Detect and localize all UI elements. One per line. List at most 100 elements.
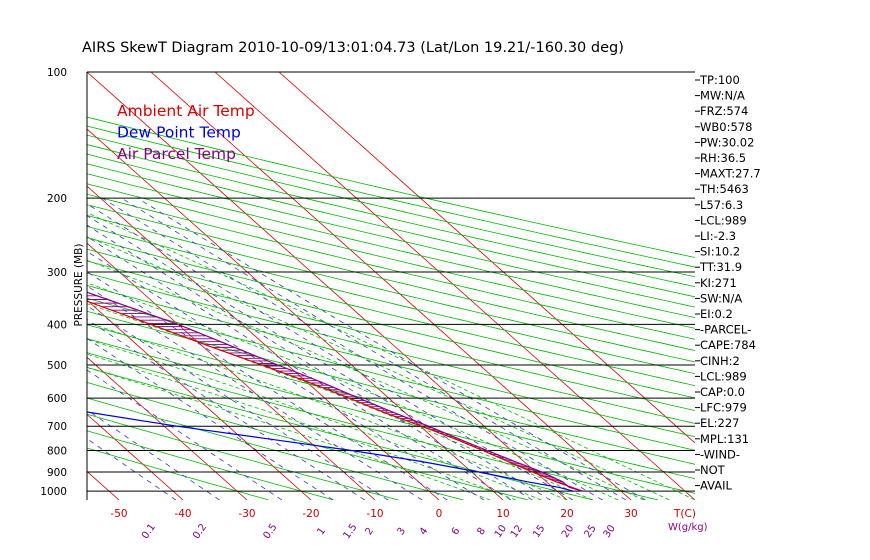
index-label: CAP:0.0	[700, 385, 745, 399]
index-label: LI:-2.3	[700, 229, 736, 243]
dry-adiabat-line	[87, 153, 695, 298]
pressure-tick-label: 300	[47, 267, 67, 279]
moist-adiabat-line	[87, 353, 516, 500]
mixing-ratio-tick-label: 12	[509, 523, 525, 540]
moist-adiabat-line	[87, 282, 619, 500]
pressure-tick-label: 400	[47, 319, 67, 331]
isotherm-line	[150, 72, 632, 500]
dry-adiabat-line	[87, 134, 695, 278]
dry-adiabat-line	[87, 204, 695, 351]
dry-adiabat-line	[87, 352, 659, 500]
dry-adiabat-line	[87, 297, 695, 451]
mixing-ratio-tick-label: 1	[315, 526, 328, 538]
mixing-ratio-tick-label: 25	[582, 523, 598, 540]
dry-adiabat-line	[87, 237, 695, 387]
index-label: TT:31.9	[699, 260, 742, 274]
mixing-ratio-line	[87, 338, 334, 500]
legend: Ambient Air Temp Dew Point Temp Air Parcel…	[117, 102, 255, 163]
dry-adiabat-line	[87, 260, 695, 411]
index-label: PW:30.02	[700, 135, 754, 149]
bottom-temp-tick-label: 30	[624, 508, 637, 520]
mixing-ratio-tick-label: 20	[560, 523, 576, 540]
bottom-axis-title: T(C)	[673, 508, 696, 520]
dry-adiabat-line	[87, 366, 594, 500]
index-label: MW:N/A	[700, 89, 745, 103]
dry-adiabat-line	[87, 338, 695, 494]
index-label: LCL:989	[700, 369, 747, 383]
index-label: MAXT:27.7	[700, 167, 761, 181]
mixing-ratio-tick-label: 10	[493, 523, 509, 540]
index-label: FRZ:574	[700, 104, 748, 118]
dry-adiabat-line	[87, 248, 695, 399]
dry-adiabat-line	[87, 447, 269, 500]
moist-adiabat-line	[87, 236, 670, 500]
dry-adiabat-line	[87, 125, 695, 268]
index-label: SI:10.2	[700, 245, 740, 259]
dry-adiabat-line	[87, 285, 695, 438]
bottom-temp-tick-label: -30	[238, 508, 255, 520]
index-label: EI:0.2	[700, 307, 733, 321]
moist-adiabat-line	[87, 303, 593, 500]
dry-adiabat-line	[87, 382, 529, 500]
mixing-ratio-tick-label: 1.5	[341, 522, 359, 541]
background-grid	[87, 72, 695, 500]
index-label: -PARCEL-	[700, 323, 751, 337]
pressure-tick-label: 800	[47, 446, 67, 458]
mixing-ratio-tick-label: 30	[602, 523, 618, 540]
legend-item: Air Parcel Temp	[117, 145, 236, 163]
pressure-tick-label: 200	[47, 193, 67, 205]
dry-adiabat-line	[87, 163, 695, 308]
bottom-temp-tick-label: -40	[174, 508, 191, 520]
isotherm-line	[87, 413, 184, 500]
sounding-profiles	[87, 291, 583, 492]
dew-point-tempprofile-line	[87, 411, 574, 492]
index-label: EL:227	[700, 416, 740, 430]
mixing-ratio-line	[87, 369, 283, 500]
mixing-ratio-line	[101, 197, 603, 500]
mixing-ratio-line	[121, 197, 627, 500]
index-label: KI:271	[700, 276, 737, 290]
bottom-temp-tick-label: -10	[366, 508, 383, 520]
dry-adiabat-line	[87, 116, 695, 258]
index-label: LCL:989	[700, 213, 747, 227]
index-label: L57:6.3	[700, 198, 743, 212]
dry-adiabat-line	[87, 183, 695, 329]
isotherm-line	[87, 299, 312, 500]
mixing-ratio-unit-label: W(g/kg)	[668, 522, 708, 533]
mixing-ratio-line	[87, 236, 512, 500]
axis-labels: 1002003004005006007008009001000PRESSURE …	[40, 67, 708, 541]
index-label: AVAIL	[700, 479, 733, 493]
index-label: TH:5463	[699, 182, 749, 196]
isotherm-line	[87, 470, 120, 500]
pressure-tick-label: 100	[47, 67, 67, 79]
mixing-ratio-tick-label: 3	[395, 526, 408, 538]
index-label: CAPE:784	[700, 338, 756, 352]
mixing-ratio-tick-label: 15	[531, 523, 547, 540]
index-label: NOT	[700, 463, 726, 477]
mixing-ratio-tick-label: 4	[418, 526, 431, 538]
dry-adiabat-line	[87, 310, 695, 465]
bottom-temp-tick-label: 0	[436, 508, 443, 520]
pressure-tick-label: 600	[47, 393, 67, 405]
chart-title: AIRS SkewT Diagram 2010-10-09/13:01:04.7…	[82, 40, 624, 56]
index-label: SW:N/A	[700, 291, 742, 305]
mixing-ratio-tick-label: 0.2	[191, 522, 209, 541]
pressure-tick-label: 1000	[40, 486, 67, 498]
moist-adiabat-line	[87, 259, 644, 500]
pressure-tick-label: 900	[47, 467, 67, 479]
mixing-ratio-line	[87, 318, 366, 500]
dry-adiabat-line	[87, 173, 695, 319]
mixing-ratio-line	[87, 271, 448, 500]
bottom-temp-tick-label: 20	[560, 508, 573, 520]
mixing-ratio-tick-label: 8	[475, 526, 488, 538]
moist-adiabat-line	[87, 338, 542, 500]
y-axis-title: PRESSURE (MB)	[73, 243, 85, 326]
isobar-lines	[87, 71, 695, 492]
mixing-ratio-line	[87, 215, 551, 500]
pressure-tick-label: 500	[47, 360, 67, 372]
dry-adiabat-line	[87, 397, 464, 500]
mixing-ratio-tick-label: 0.1	[140, 522, 158, 541]
index-label: WB0:578	[700, 120, 752, 134]
